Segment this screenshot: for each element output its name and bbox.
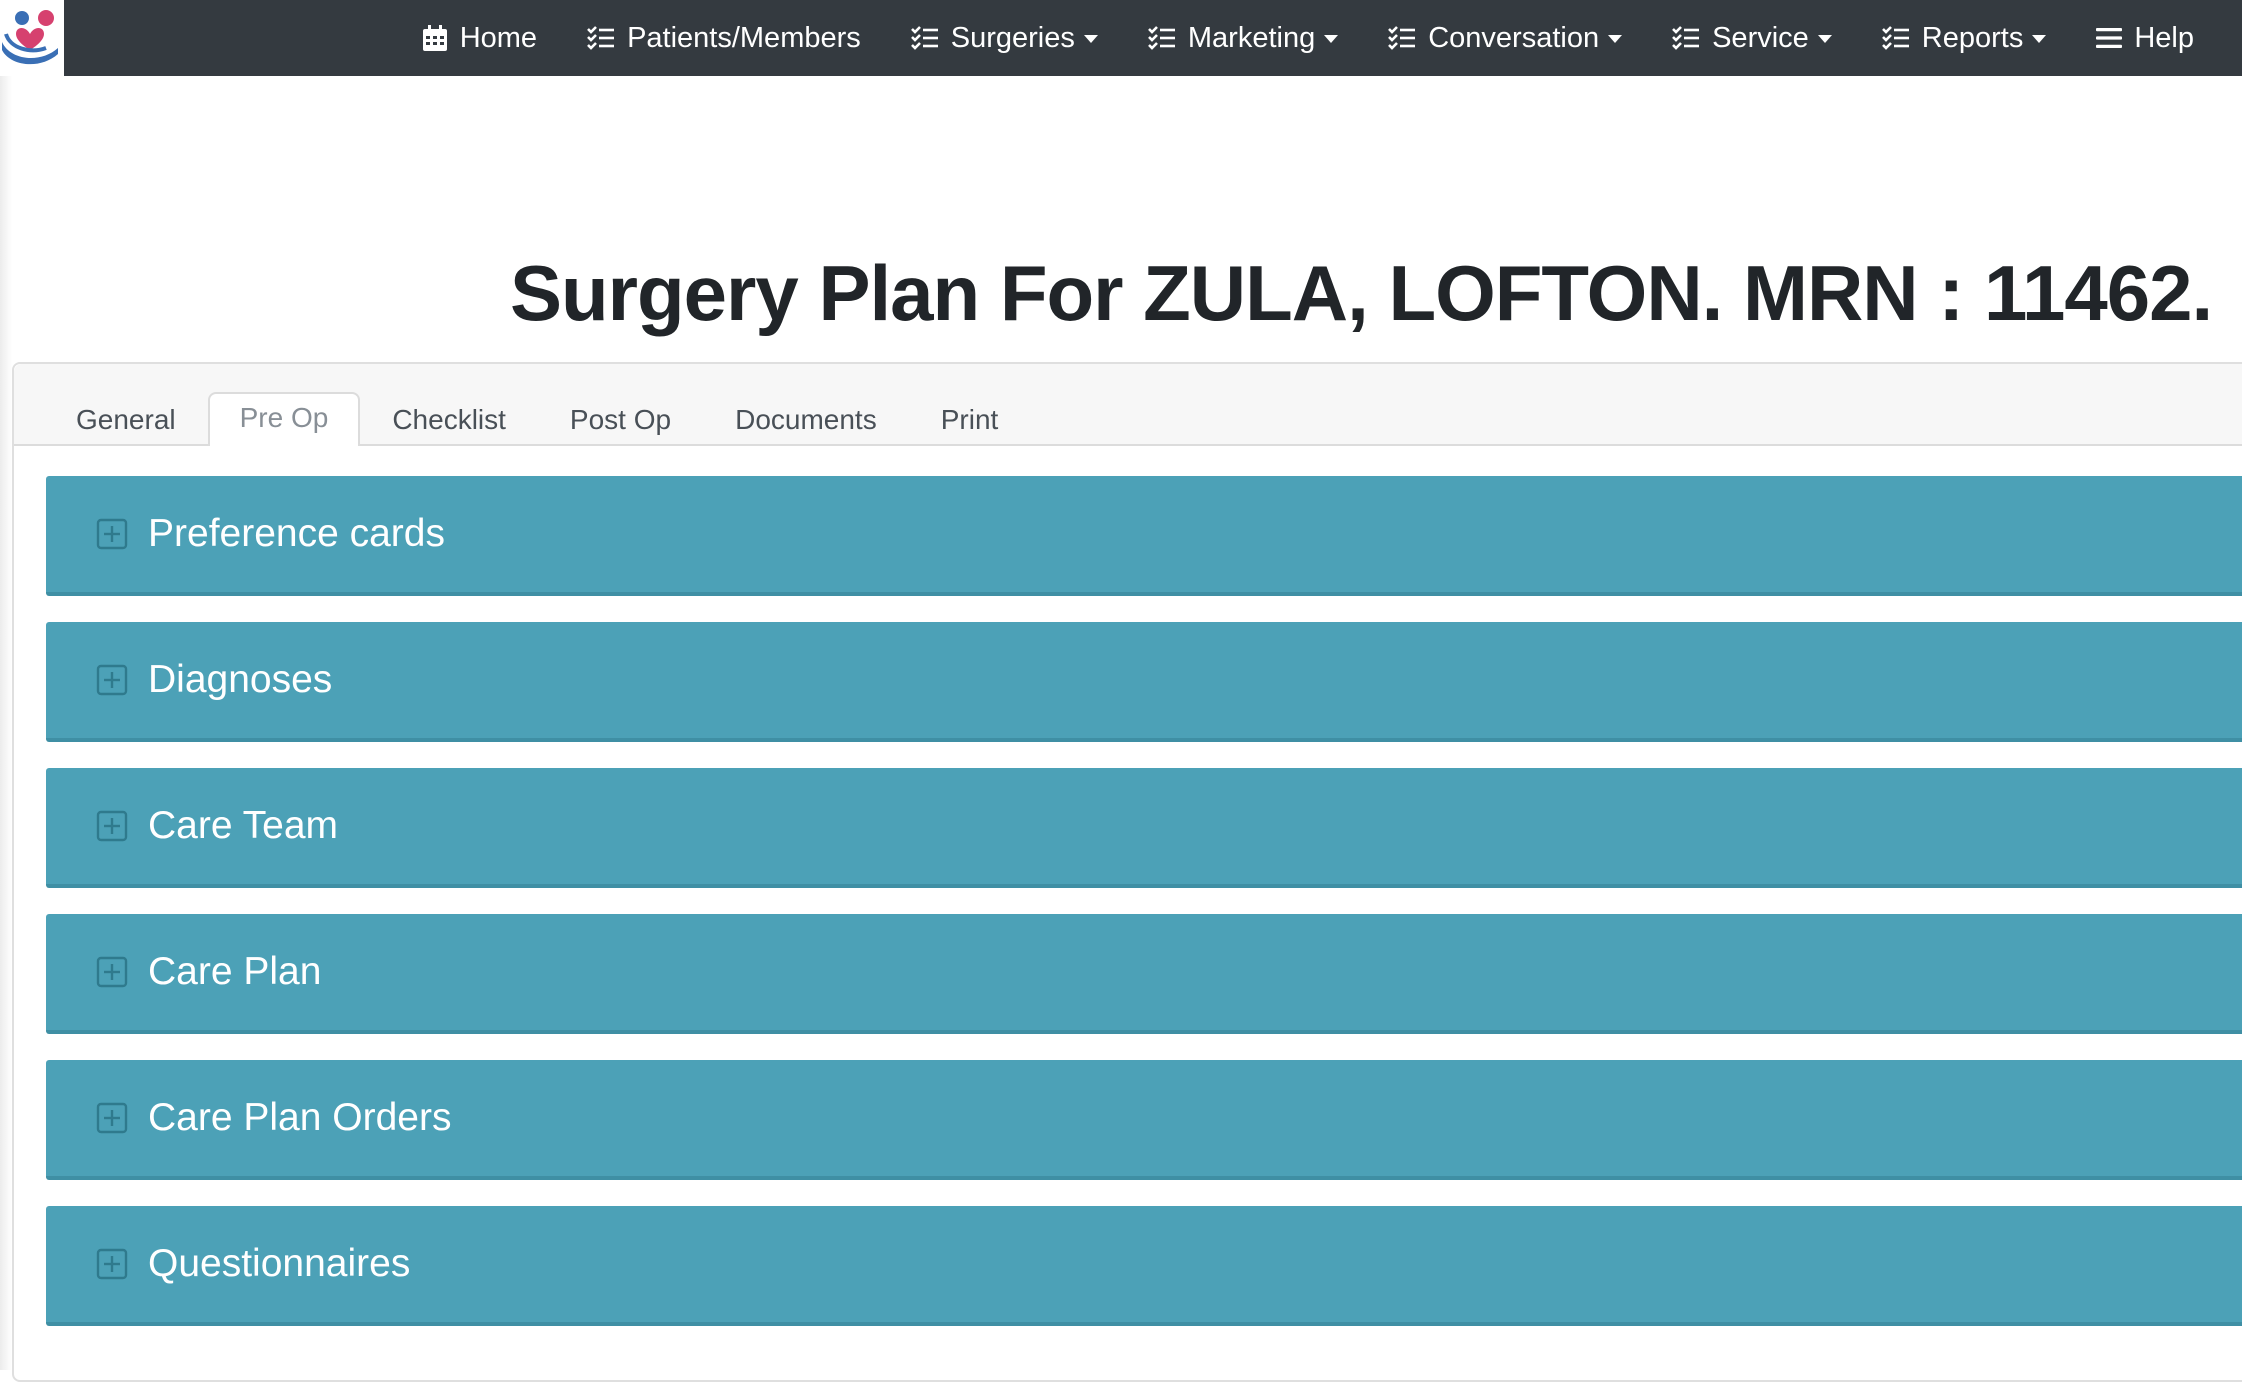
caret-down-icon xyxy=(1817,35,1832,43)
page-title: Surgery Plan For ZULA, LOFTON. MRN : 114… xyxy=(510,249,2213,337)
list-check-icon xyxy=(910,26,939,50)
main-menu: Home Patients/Members Surgeries xyxy=(422,0,2194,76)
nav-marketing-label: Marketing xyxy=(1187,21,1316,54)
caret-down-icon xyxy=(2032,35,2047,43)
accordion-label: Care Team xyxy=(148,804,339,847)
nav-home[interactable]: Home xyxy=(422,22,537,55)
list-check-icon xyxy=(1881,26,1910,50)
nav-reports-dropdown[interactable]: Reports xyxy=(1881,21,2047,55)
nav-reports-label: Reports xyxy=(1921,21,2024,54)
accordion-preference-cards[interactable]: Preference cards xyxy=(46,476,2242,596)
expand-plus-icon xyxy=(96,956,128,988)
caret-down-icon xyxy=(1083,35,1098,43)
nav-patients-members-label: Patients/Members xyxy=(627,21,861,54)
sidebar-edge xyxy=(0,76,12,1370)
list-check-icon xyxy=(587,26,615,50)
tab-pre-op[interactable]: Pre Op xyxy=(207,392,361,446)
nav-service-label: Service xyxy=(1712,21,1809,54)
nav-help[interactable]: Help xyxy=(2096,22,2194,55)
nav-surgeries-dropdown[interactable]: Surgeries xyxy=(910,21,1098,55)
nav-conversation-dropdown[interactable]: Conversation xyxy=(1388,21,1623,55)
nav-surgeries-label: Surgeries xyxy=(950,21,1075,54)
list-check-icon xyxy=(1147,26,1176,50)
tab-print[interactable]: Print xyxy=(940,404,999,435)
accordion-label: Diagnoses xyxy=(148,658,333,701)
calendar-icon xyxy=(422,24,448,52)
accordion-diagnoses[interactable]: Diagnoses xyxy=(46,622,2242,742)
top-navbar: Home Patients/Members Surgeries xyxy=(0,0,2242,76)
nav-marketing-dropdown[interactable]: Marketing xyxy=(1147,21,1339,55)
nav-service-dropdown[interactable]: Service xyxy=(1672,22,1832,55)
accordion-label: Questionnaires xyxy=(148,1242,411,1285)
nav-conversation-label: Conversation xyxy=(1428,21,1600,54)
accordion-label: Care Plan xyxy=(148,950,322,993)
accordion-label: Preference cards xyxy=(148,512,445,555)
list-check-icon xyxy=(1388,26,1416,50)
tab-general[interactable]: General xyxy=(76,404,176,435)
menu-icon xyxy=(2096,27,2123,49)
expand-plus-icon xyxy=(96,664,128,696)
accordion-care-plan[interactable]: Care Plan xyxy=(46,914,2242,1034)
list-check-icon xyxy=(1672,26,1700,50)
logo-icon xyxy=(2,10,58,65)
accordion-questionnaires[interactable]: Questionnaires xyxy=(46,1206,2242,1326)
tab-documents[interactable]: Documents xyxy=(735,404,877,435)
accordion-care-team[interactable]: Care Team xyxy=(46,768,2242,888)
nav-help-label: Help xyxy=(2134,21,2194,54)
accordion-care-plan-orders[interactable]: Care Plan Orders xyxy=(46,1060,2242,1180)
nav-patients-members[interactable]: Patients/Members xyxy=(587,22,861,55)
nav-home-label: Home xyxy=(459,21,538,54)
expand-plus-icon xyxy=(96,518,128,550)
tab-post-op[interactable]: Post Op xyxy=(569,404,672,435)
app-logo[interactable] xyxy=(0,0,64,76)
accordion-label: Care Plan Orders xyxy=(148,1096,452,1139)
caret-down-icon xyxy=(1324,35,1339,43)
section-accordion: Preference cards Diagnoses Care Team xyxy=(46,476,2242,1352)
expand-plus-icon xyxy=(96,1248,128,1280)
caret-down-icon xyxy=(1608,35,1623,43)
expand-plus-icon xyxy=(96,810,128,842)
surgery-plan-card: General Pre Op Checklist Post Op Documen… xyxy=(12,362,2242,1382)
expand-plus-icon xyxy=(96,1102,128,1134)
tab-checklist[interactable]: Checklist xyxy=(392,404,506,435)
tab-bar: General Pre Op Checklist Post Op Documen… xyxy=(14,364,2242,446)
